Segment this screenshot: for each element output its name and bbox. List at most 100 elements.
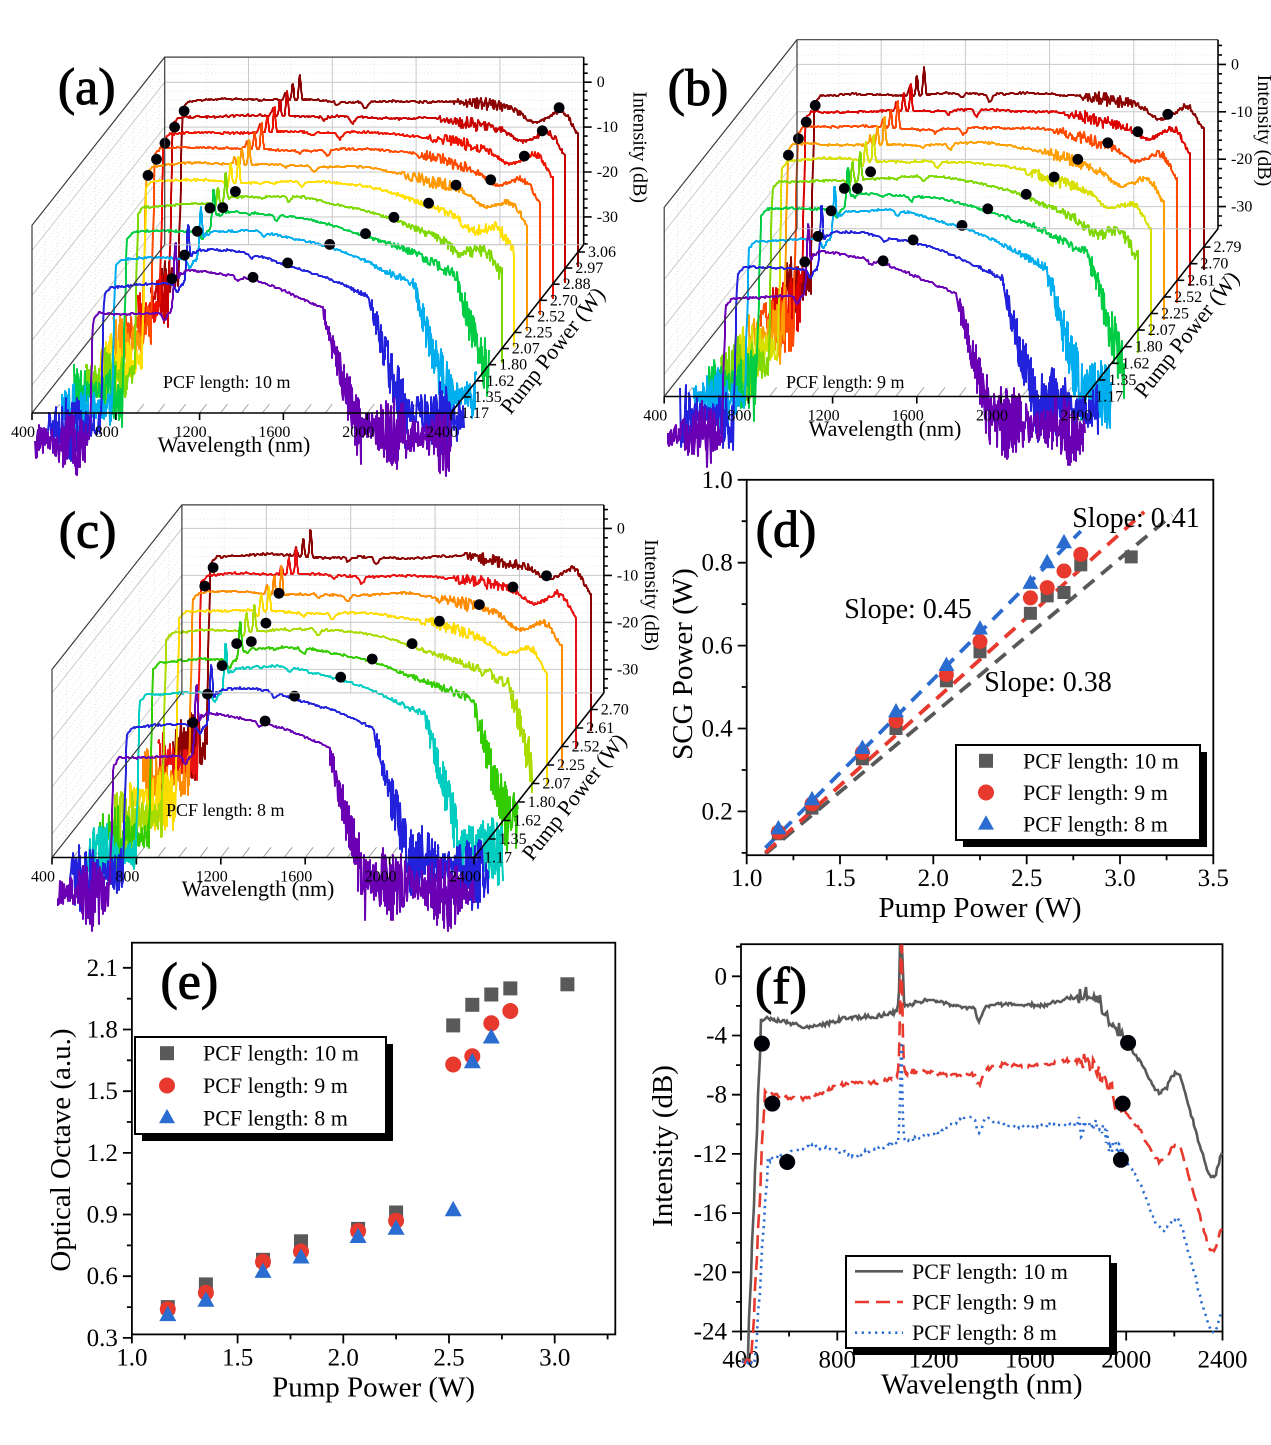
svg-text:2000: 2000: [342, 424, 374, 441]
svg-text:2000: 2000: [365, 869, 397, 886]
svg-text:-30: -30: [1231, 199, 1252, 216]
svg-text:Wavelength (nm): Wavelength (nm): [158, 432, 311, 457]
svg-text:1200: 1200: [196, 869, 228, 886]
svg-text:2.5: 2.5: [1011, 865, 1042, 892]
svg-text:1.5: 1.5: [824, 865, 855, 892]
svg-text:-20: -20: [597, 164, 618, 181]
svg-text:0.4: 0.4: [701, 716, 733, 743]
svg-text:3.0: 3.0: [539, 1344, 570, 1371]
svg-text:2.25: 2.25: [525, 325, 553, 342]
svg-text:-4: -4: [706, 1023, 727, 1050]
svg-text:0.3: 0.3: [87, 1325, 118, 1352]
svg-text:-30: -30: [597, 209, 618, 226]
svg-text:PCF length: 9 m: PCF length: 9 m: [203, 1073, 348, 1098]
svg-text:0.6: 0.6: [87, 1263, 118, 1290]
svg-text:2.07: 2.07: [542, 776, 570, 793]
svg-text:Intensity (dB): Intensity (dB): [1253, 75, 1271, 187]
svg-text:2.61: 2.61: [1187, 272, 1215, 289]
svg-text:PCF length: 9 m: PCF length: 9 m: [912, 1290, 1057, 1315]
svg-text:-20: -20: [1231, 151, 1252, 168]
svg-text:1600: 1600: [280, 869, 312, 886]
svg-text:-20: -20: [617, 614, 638, 631]
svg-text:Slope: 0.38: Slope: 0.38: [984, 667, 1112, 698]
svg-text:2.70: 2.70: [601, 702, 629, 719]
svg-text:3.06: 3.06: [588, 244, 616, 261]
svg-text:-24: -24: [694, 1319, 728, 1346]
svg-text:0.2: 0.2: [701, 798, 732, 825]
svg-text:1.35: 1.35: [499, 831, 527, 848]
svg-text:0: 0: [1231, 56, 1239, 73]
svg-text:1.0: 1.0: [701, 467, 732, 494]
svg-text:1.17: 1.17: [1095, 389, 1123, 406]
svg-text:0: 0: [597, 74, 605, 91]
svg-text:2.25: 2.25: [557, 757, 585, 774]
svg-text:PCF length: 8 m: PCF length: 8 m: [912, 1320, 1057, 1345]
svg-text:0.6: 0.6: [701, 633, 732, 660]
svg-text:1200: 1200: [808, 408, 840, 425]
svg-text:800: 800: [819, 1347, 857, 1374]
svg-text:Intensity (dB): Intensity (dB): [629, 91, 651, 203]
svg-text:Pump Power (W): Pump Power (W): [272, 1371, 475, 1403]
svg-text:2.52: 2.52: [537, 308, 565, 325]
svg-text:(d): (d): [756, 502, 817, 559]
svg-text:-20: -20: [694, 1259, 727, 1286]
svg-text:1.2: 1.2: [87, 1140, 118, 1167]
svg-text:1.8: 1.8: [87, 1017, 118, 1044]
svg-text:0: 0: [715, 963, 728, 990]
svg-text:800: 800: [115, 869, 139, 886]
svg-text:1.80: 1.80: [1135, 339, 1163, 356]
svg-text:2.5: 2.5: [433, 1344, 464, 1371]
svg-text:2.52: 2.52: [572, 739, 600, 756]
svg-text:3.5: 3.5: [1198, 865, 1229, 892]
svg-text:(e): (e): [160, 954, 218, 1011]
svg-text:PCF length: 10 m: PCF length: 10 m: [912, 1259, 1068, 1284]
svg-text:0.9: 0.9: [87, 1202, 118, 1229]
svg-text:2.79: 2.79: [1214, 239, 1242, 256]
svg-text:2.1: 2.1: [87, 955, 118, 982]
svg-text:PCF length: 10 m: PCF length: 10 m: [203, 1041, 359, 1066]
svg-text:Wavelength (nm): Wavelength (nm): [182, 876, 335, 901]
svg-text:-12: -12: [694, 1141, 727, 1168]
svg-text:Intensity (dB): Intensity (dB): [640, 539, 662, 651]
svg-text:2.97: 2.97: [575, 260, 603, 277]
svg-text:1.62: 1.62: [513, 813, 541, 830]
svg-text:1.35: 1.35: [474, 389, 502, 406]
svg-text:0.8: 0.8: [701, 550, 732, 577]
svg-text:1.80: 1.80: [528, 794, 556, 811]
svg-text:Wavelength (nm): Wavelength (nm): [881, 1369, 1082, 1401]
svg-text:2.52: 2.52: [1174, 289, 1202, 306]
svg-text:1.62: 1.62: [1122, 355, 1150, 372]
svg-text:SCG Power (W): SCG Power (W): [667, 568, 699, 760]
svg-text:1600: 1600: [258, 424, 290, 441]
svg-text:Slope: 0.41: Slope: 0.41: [1072, 503, 1200, 534]
svg-text:2.70: 2.70: [1200, 256, 1228, 273]
svg-text:Wavelength (nm): Wavelength (nm): [809, 416, 962, 441]
svg-text:2000: 2000: [976, 408, 1008, 425]
svg-text:2400: 2400: [1060, 408, 1092, 425]
svg-text:2.0: 2.0: [328, 1344, 359, 1371]
svg-text:PCF length: 8 m: PCF length: 8 m: [1023, 812, 1168, 837]
svg-text:Intensity (dB): Intensity (dB): [647, 1065, 679, 1227]
svg-text:(b): (b): [668, 60, 729, 117]
svg-text:2400: 2400: [426, 424, 458, 441]
svg-text:400: 400: [643, 408, 667, 425]
svg-text:3.0: 3.0: [1104, 865, 1135, 892]
svg-text:2.70: 2.70: [550, 292, 578, 309]
svg-text:PCF length: 8 m: PCF length: 8 m: [166, 800, 285, 820]
svg-text:1600: 1600: [892, 408, 924, 425]
svg-text:-10: -10: [617, 567, 638, 584]
svg-text:2400: 2400: [1198, 1347, 1248, 1374]
svg-text:-10: -10: [597, 119, 618, 136]
svg-text:PCF length: 9 m: PCF length: 9 m: [786, 372, 905, 392]
svg-text:1.62: 1.62: [486, 373, 514, 390]
svg-text:Optical Octave (a.u.): Optical Octave (a.u.): [45, 1028, 77, 1271]
svg-text:400: 400: [31, 869, 55, 886]
svg-text:2.88: 2.88: [563, 276, 591, 293]
svg-text:(f): (f): [755, 958, 807, 1015]
svg-text:(a): (a): [58, 59, 116, 116]
svg-text:2.07: 2.07: [512, 341, 540, 358]
svg-text:-16: -16: [694, 1200, 727, 1227]
svg-text:800: 800: [95, 424, 119, 441]
svg-text:1.17: 1.17: [484, 850, 512, 867]
svg-text:1.17: 1.17: [461, 405, 489, 422]
